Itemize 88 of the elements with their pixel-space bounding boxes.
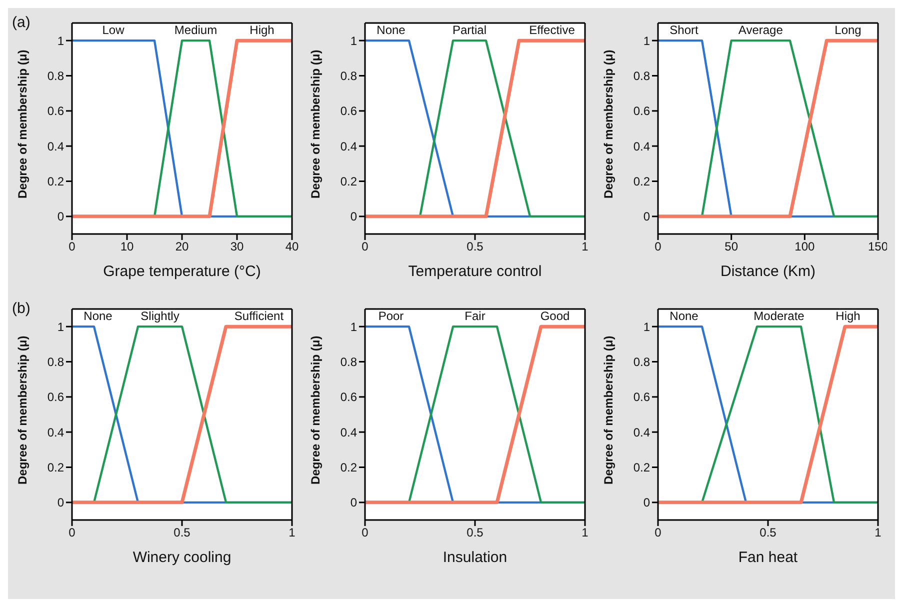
- x-tick-label: 0: [362, 526, 369, 540]
- x-axis-title: Fan heat: [738, 549, 798, 566]
- y-tick-label: 0.4: [47, 139, 64, 154]
- x-tick-label: 0: [362, 240, 369, 254]
- series-label: High: [836, 308, 860, 323]
- series-label: Average: [738, 22, 783, 37]
- y-tick-label: 0.6: [633, 390, 650, 404]
- y-tick-label: 0.6: [633, 104, 650, 118]
- text: (b): [12, 300, 30, 317]
- y-tick-label: 1: [57, 34, 64, 48]
- series-label: Effective: [529, 22, 575, 37]
- y-tick-label: 0.2: [47, 174, 64, 189]
- y-tick-label: 0.8: [340, 69, 358, 84]
- y-tick-label: 0: [643, 210, 650, 224]
- y-tick-label: 0.4: [633, 425, 650, 440]
- y-tick-label: 0.4: [340, 425, 358, 440]
- series-label: Fair: [464, 308, 486, 323]
- y-tick-label: 0.8: [47, 355, 64, 370]
- y-tick-label: 0.6: [47, 390, 64, 404]
- series-label: Medium: [174, 22, 218, 37]
- y-axis-title: Degree of membership (μ): [15, 50, 30, 198]
- x-axis-title: Insulation: [442, 549, 508, 566]
- series-label: None: [670, 308, 698, 323]
- series-label: Slightly: [140, 308, 180, 323]
- x-tick-label: 100: [794, 240, 815, 254]
- x-tick-label: 1: [288, 526, 296, 540]
- series-label: None: [84, 308, 112, 323]
- y-tick-label: 0.2: [633, 460, 650, 475]
- y-axis-title: Degree of membership (μ): [601, 336, 616, 484]
- x-tick-label: 0: [654, 240, 662, 254]
- series-label: Poor: [378, 308, 404, 323]
- y-tick-label: 1: [350, 34, 358, 48]
- y-axis-title: Degree of membership (μ): [308, 336, 322, 484]
- y-tick-label: 0.8: [340, 355, 358, 370]
- x-tick-label: 0.5: [466, 526, 484, 540]
- series-label: Long: [834, 22, 862, 37]
- x-tick-label: 1: [874, 526, 882, 540]
- x-axis-title: Distance (Km): [720, 263, 816, 280]
- y-tick-label: 0.6: [340, 104, 358, 118]
- x-tick-label: 0: [654, 526, 662, 540]
- series-label: Moderate: [754, 308, 804, 323]
- y-tick-label: 0: [350, 496, 358, 510]
- y-tick-label: 0.2: [340, 460, 358, 475]
- y-tick-label: 0.6: [340, 390, 358, 404]
- y-tick-label: 0: [57, 496, 64, 510]
- x-tick-label: 1: [582, 240, 589, 254]
- y-axis-title: Degree of membership (μ): [308, 50, 322, 198]
- y-tick-label: 0.2: [633, 174, 650, 189]
- y-tick-label: 1: [643, 34, 650, 48]
- y-tick-label: 1: [57, 320, 64, 334]
- series-label: High: [250, 22, 274, 37]
- x-tick-label: 0: [68, 240, 76, 254]
- x-tick-label: 50: [724, 240, 738, 254]
- y-tick-label: 0: [57, 210, 64, 224]
- x-tick-label: 0.5: [174, 526, 191, 540]
- series-label: Short: [670, 22, 698, 37]
- y-axis-title: Degree of membership (μ): [15, 336, 30, 484]
- y-tick-label: 0.4: [340, 139, 358, 154]
- x-tick-label: 0: [68, 526, 76, 540]
- series-label: Good: [540, 308, 570, 323]
- x-tick-label: 40: [285, 240, 299, 254]
- y-tick-label: 0: [643, 496, 650, 510]
- y-tick-label: 0.2: [340, 174, 358, 189]
- y-tick-label: 1: [643, 320, 650, 334]
- x-axis-title: Grape temperature (°C): [103, 263, 261, 280]
- text: (a): [12, 14, 30, 31]
- y-tick-label: 0.4: [47, 425, 64, 440]
- series-label: None: [376, 22, 406, 37]
- y-axis-title: Degree of membership (μ): [601, 50, 616, 198]
- y-tick-label: 0.6: [47, 104, 64, 118]
- series-label: Sufficient: [234, 308, 284, 323]
- y-tick-label: 0.8: [633, 69, 650, 84]
- x-tick-label: 0.5: [466, 240, 484, 254]
- y-tick-label: 1: [350, 320, 358, 334]
- x-axis-title: Winery cooling: [132, 549, 232, 566]
- x-tick-label: 10: [120, 240, 134, 254]
- x-axis-title: Temperature control: [408, 263, 542, 280]
- y-tick-label: 0.8: [633, 355, 650, 370]
- x-tick-label: 30: [230, 240, 244, 254]
- y-tick-label: 0.2: [47, 460, 64, 475]
- x-tick-label: 0.5: [760, 526, 777, 540]
- x-tick-label: 1: [582, 526, 589, 540]
- series-label: Partial: [452, 22, 487, 37]
- x-tick-label: 20: [175, 240, 189, 254]
- y-tick-label: 0.8: [47, 69, 64, 84]
- series-label: Low: [102, 22, 124, 37]
- y-tick-label: 0.4: [633, 139, 650, 154]
- y-tick-label: 0: [350, 210, 358, 224]
